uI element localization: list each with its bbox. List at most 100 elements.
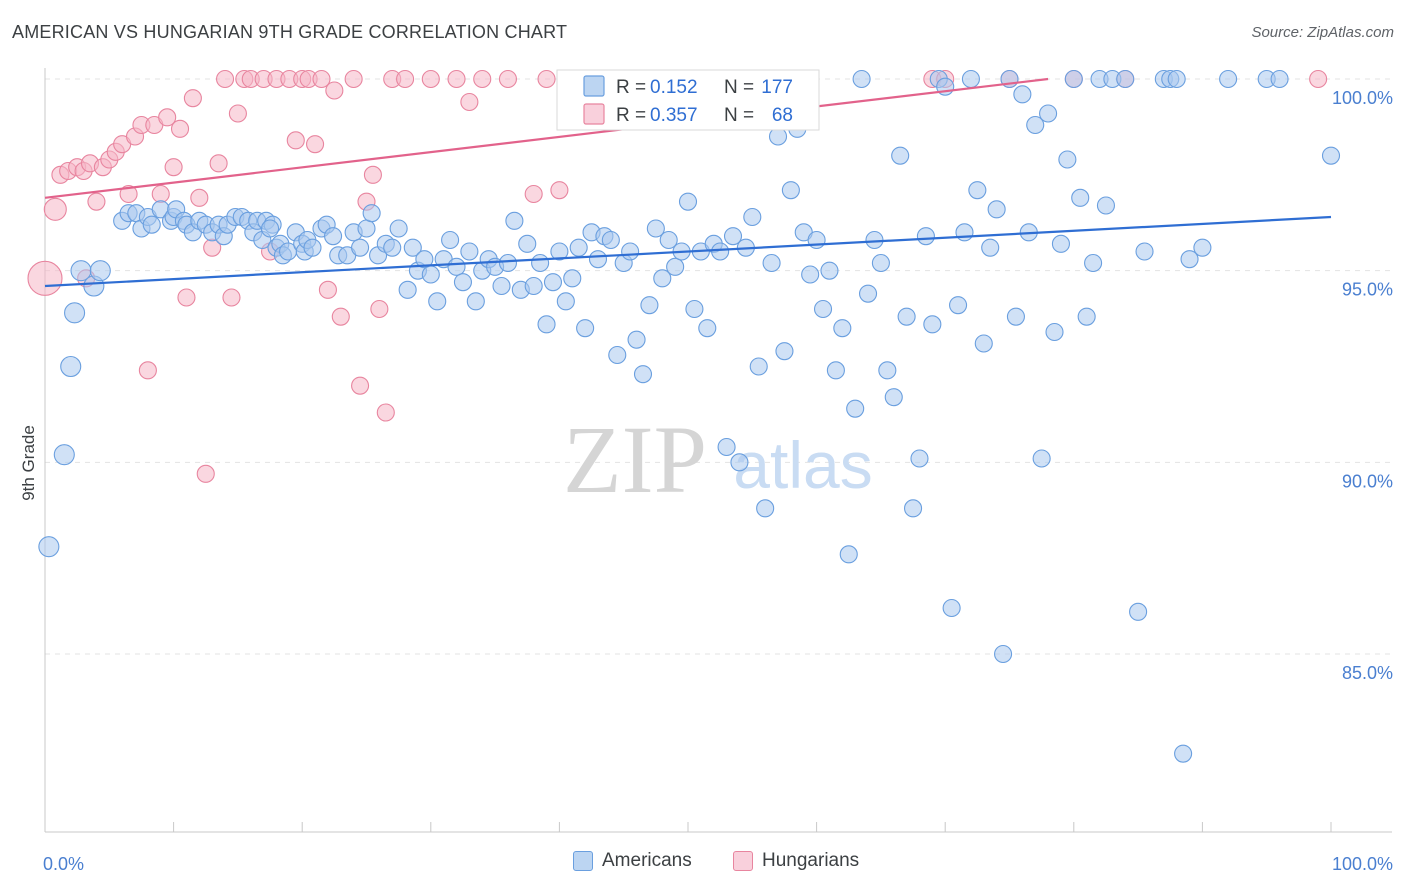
- american-point: [768, 127, 788, 146]
- hungarian-point: [87, 192, 106, 211]
- hungarian-point: [421, 69, 440, 89]
- american-point: [1013, 85, 1032, 104]
- hungarian-point: [498, 69, 518, 89]
- american-point: [897, 307, 916, 326]
- american-point: [1180, 250, 1199, 269]
- american-point: [38, 536, 60, 558]
- american-point: [762, 253, 781, 273]
- american-point: [659, 230, 678, 250]
- american-point: [621, 242, 640, 261]
- american-point: [357, 219, 376, 238]
- trend-line-americans: [44, 215, 1332, 288]
- american-point: [717, 437, 736, 457]
- stats-r-label: R =: [616, 105, 646, 126]
- american-point: [685, 299, 704, 319]
- american-point: [916, 227, 935, 246]
- american-point: [820, 261, 839, 280]
- hungarian-point: [170, 119, 190, 138]
- chart-source: Source: ZipAtlas.com: [1251, 24, 1394, 41]
- stats-n-label: N =: [724, 105, 754, 126]
- y-tick-label: 100.0%: [1332, 88, 1393, 108]
- hungarian-point: [151, 184, 170, 204]
- american-point: [569, 238, 588, 257]
- hungarian-point: [215, 69, 235, 89]
- american-point: [601, 230, 620, 250]
- american-point: [981, 238, 1000, 257]
- american-point: [1077, 307, 1096, 326]
- american-point: [1135, 242, 1154, 261]
- american-point: [1193, 238, 1212, 257]
- watermark-zip: ZIP: [563, 406, 707, 513]
- american-point: [550, 242, 569, 261]
- american-point: [466, 292, 485, 311]
- stats-swatch: [583, 75, 605, 97]
- american-point: [428, 292, 447, 311]
- stats-r-label: R =: [616, 77, 646, 98]
- hungarian-point: [344, 69, 363, 89]
- american-point: [1270, 69, 1289, 89]
- american-point: [383, 238, 402, 257]
- hungarian-point: [447, 69, 466, 89]
- american-point: [389, 219, 408, 238]
- american-point: [865, 230, 884, 250]
- american-point: [531, 253, 550, 273]
- hungarian-point: [524, 184, 543, 204]
- american-point: [994, 644, 1013, 664]
- american-point: [698, 319, 717, 338]
- american-point: [447, 257, 466, 276]
- american-point: [910, 449, 929, 468]
- hungarian-point: [370, 299, 389, 319]
- hungarian-point: [286, 131, 305, 150]
- american-point: [826, 361, 845, 380]
- american-point: [1129, 602, 1148, 621]
- american-point: [723, 227, 743, 246]
- american-point: [923, 315, 942, 334]
- hungarian-point: [351, 376, 370, 395]
- hungarian-point: [43, 197, 67, 221]
- stats-n-value: 177: [761, 77, 793, 98]
- american-point: [537, 315, 556, 334]
- american-point: [846, 399, 865, 418]
- american-point: [955, 223, 974, 242]
- hungarian-point: [183, 89, 202, 108]
- american-point: [801, 265, 820, 284]
- american-point: [543, 273, 563, 292]
- american-point: [633, 365, 653, 384]
- stats-n-value: 68: [772, 105, 793, 126]
- american-point: [441, 230, 460, 250]
- series-legend: Americans Hungarians: [0, 850, 1406, 880]
- watermark-atlas: atlas: [733, 428, 872, 502]
- american-point: [421, 265, 440, 284]
- gridlines: [45, 78, 1392, 655]
- hungarian-point: [119, 184, 138, 204]
- y-tick-label: 95.0%: [1342, 280, 1393, 300]
- hungarian-point: [228, 104, 247, 123]
- american-point: [576, 319, 595, 338]
- american-point: [460, 242, 479, 261]
- american-point: [1064, 69, 1083, 89]
- american-point: [949, 296, 968, 315]
- american-point: [64, 302, 86, 324]
- legend-swatch-americans: [573, 851, 593, 871]
- american-point: [1071, 188, 1090, 207]
- american-point: [749, 357, 768, 376]
- american-point: [142, 215, 161, 234]
- stats-r-value: 0.152: [650, 77, 698, 98]
- american-point: [1058, 150, 1077, 169]
- american-point: [852, 69, 871, 89]
- hungarian-point: [1309, 69, 1328, 89]
- hungarian-point: [164, 158, 183, 177]
- hungarian-point: [306, 135, 325, 154]
- hungarian-point: [325, 81, 344, 100]
- american-point: [730, 453, 749, 472]
- american-point: [324, 227, 343, 246]
- american-point: [678, 192, 698, 211]
- american-point: [627, 330, 646, 349]
- hungarian-point: [550, 181, 569, 200]
- stats-legend: R = 0.152 N = 177 R = 0.357 N = 68: [556, 69, 820, 131]
- american-point: [260, 219, 280, 238]
- american-point: [1039, 104, 1058, 123]
- american-point: [1032, 449, 1051, 468]
- y-tick-label: 85.0%: [1342, 663, 1393, 683]
